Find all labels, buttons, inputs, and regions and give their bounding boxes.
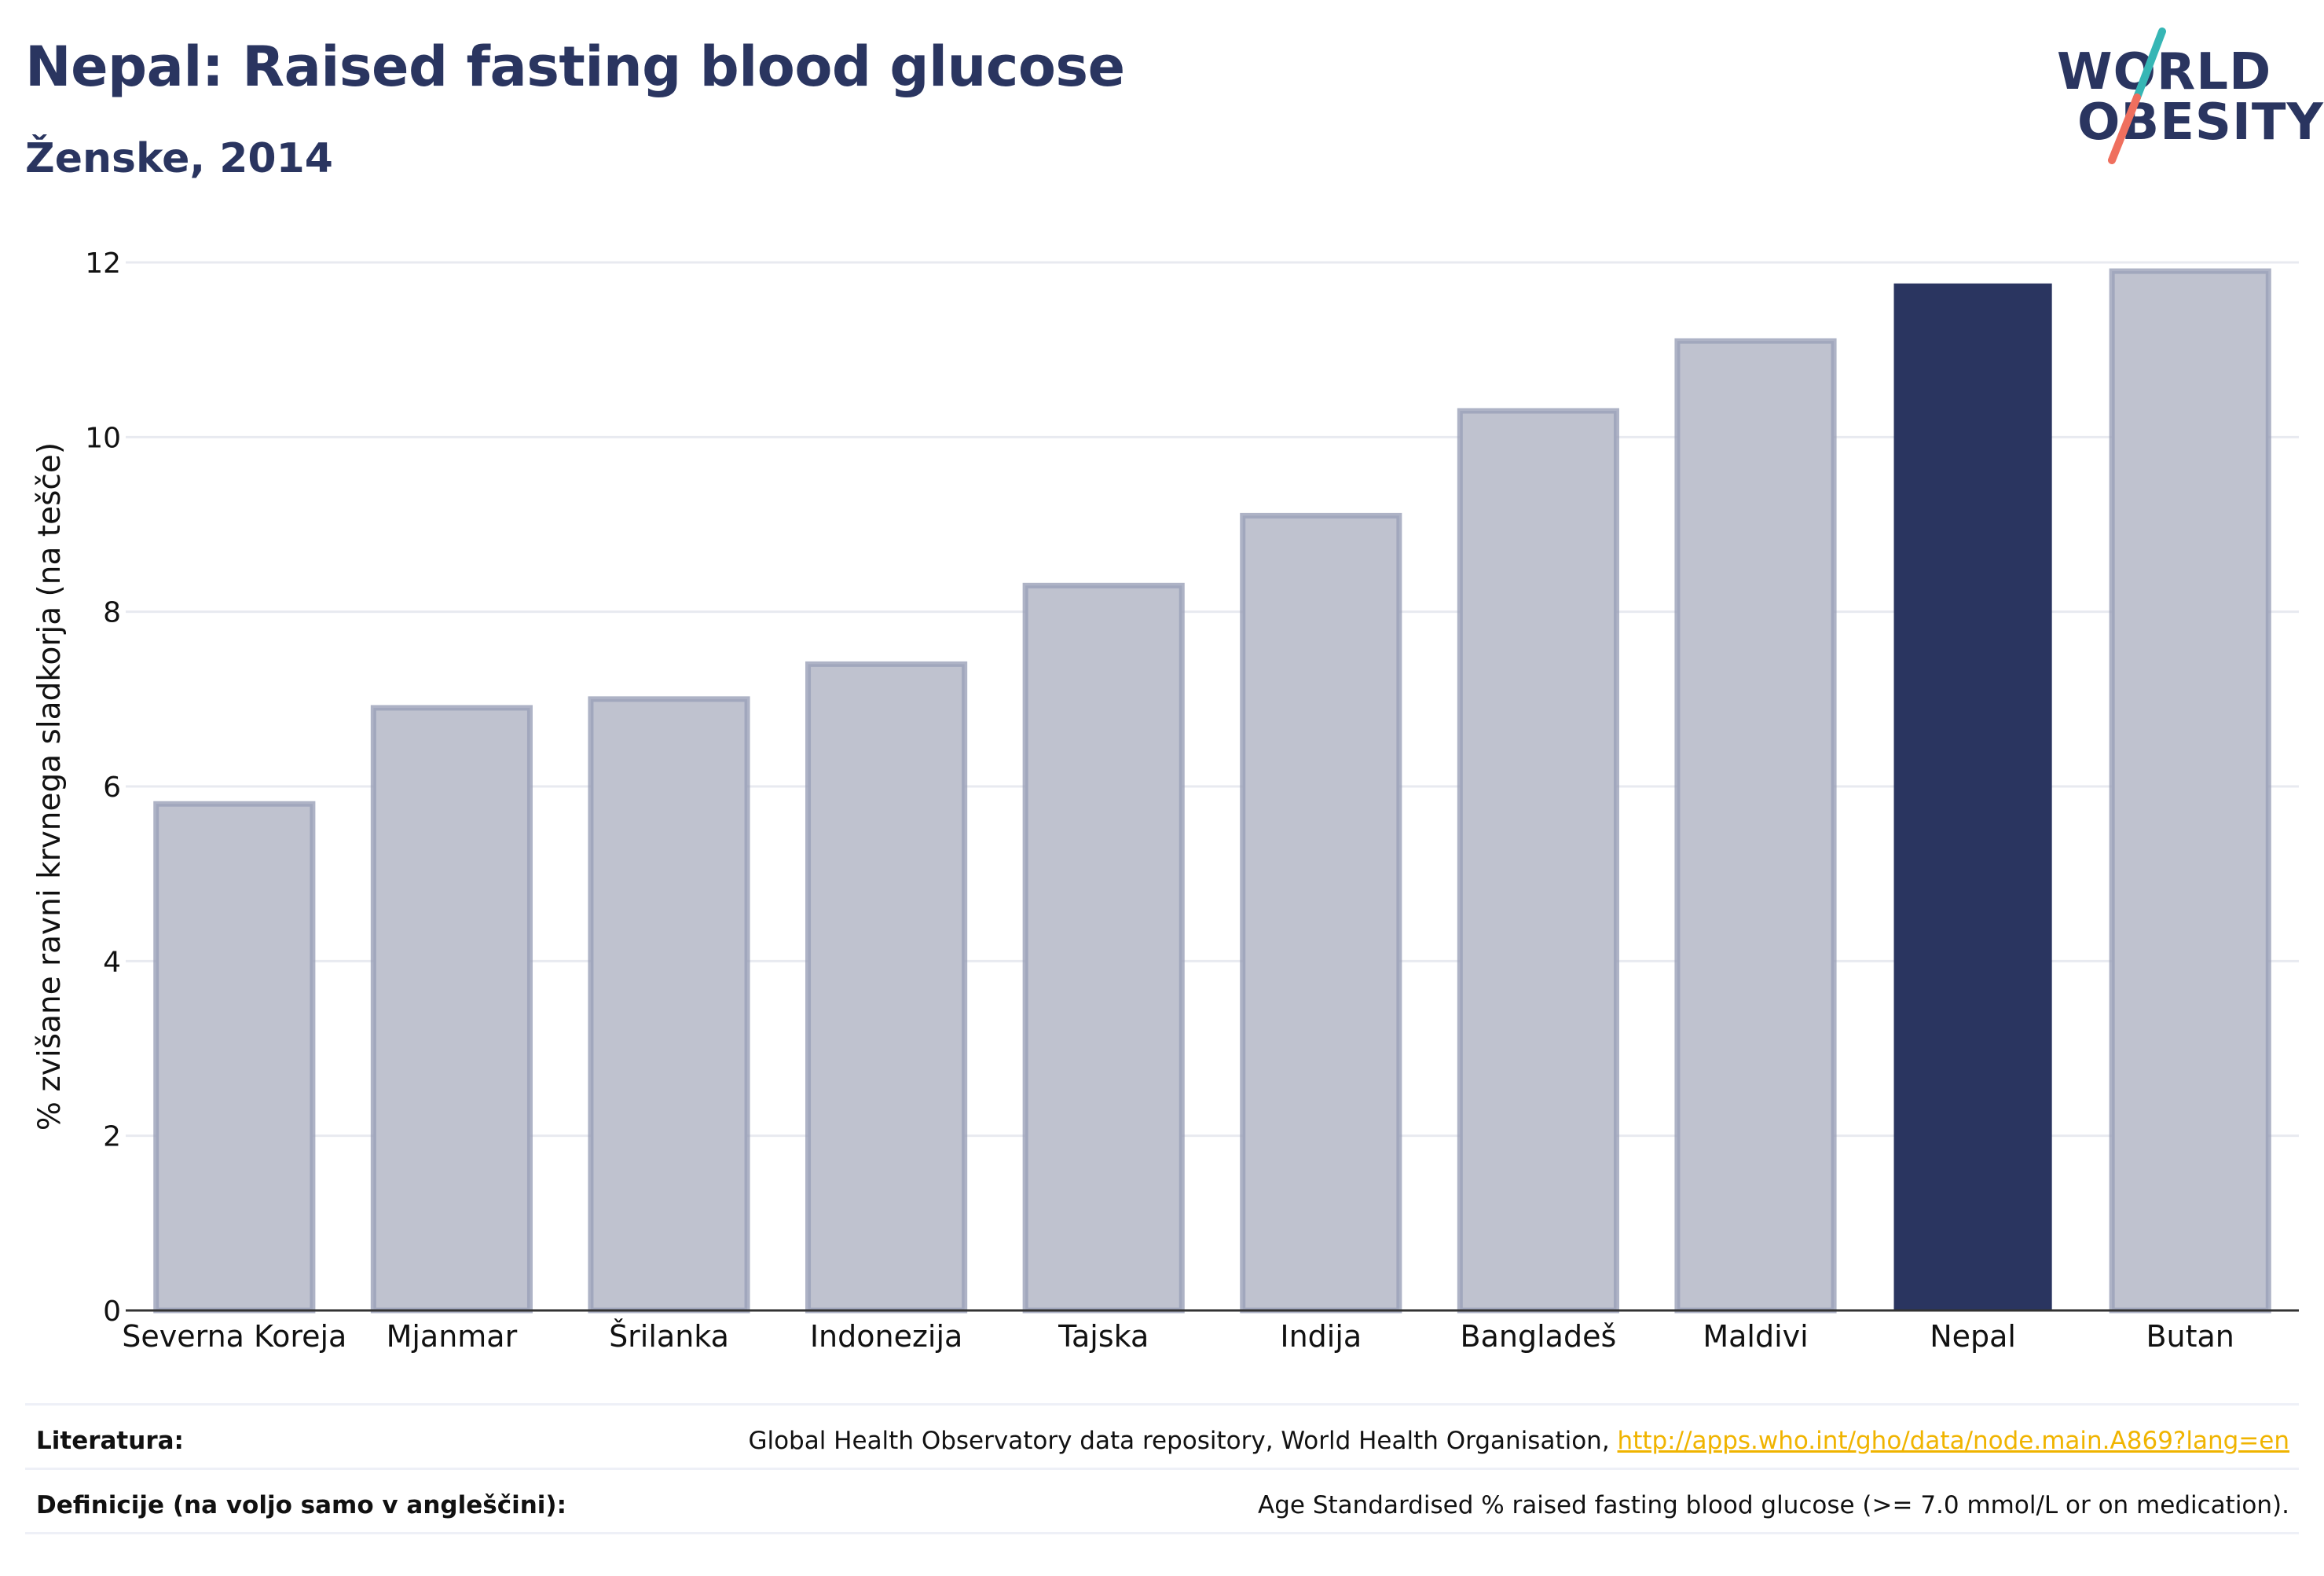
y-tick-label: 10	[85, 422, 121, 454]
x-tick-label: Indonezija	[810, 1319, 962, 1354]
bar-highlight	[1893, 283, 2052, 1312]
sources-link[interactable]: http://apps.who.int/gho/data/node.main.A…	[1617, 1427, 2289, 1455]
footer-divider	[25, 1532, 2299, 1534]
bar	[370, 705, 533, 1314]
sources-text: Global Health Observatory data repositor…	[748, 1427, 1618, 1455]
y-tick-label: 6	[103, 772, 121, 804]
x-tick-label: Mjanmar	[387, 1319, 518, 1354]
bar	[2109, 268, 2271, 1314]
bar	[1240, 512, 1402, 1314]
footer-divider	[25, 1403, 2299, 1406]
x-tick-label: Bangladeš	[1461, 1319, 1617, 1354]
x-tick-label: Maldivi	[1703, 1319, 1808, 1354]
y-tick-label: 4	[103, 946, 121, 978]
logo-text-world: WORLD	[2057, 43, 2272, 101]
x-tick-label: Severna Koreja	[122, 1319, 346, 1354]
sources-value: Global Health Observatory data repositor…	[748, 1427, 2289, 1455]
bar	[1022, 582, 1185, 1314]
definitions-label: Definicije (na voljo samo v angleščini):	[36, 1491, 566, 1519]
x-tick-label: Indija	[1280, 1319, 1362, 1354]
x-tick-label: Butan	[2146, 1319, 2234, 1354]
bar	[805, 661, 968, 1314]
x-tick-label: Šrilanka	[609, 1319, 729, 1354]
y-tick-label: 8	[103, 597, 121, 629]
sources-label: Literatura:	[36, 1427, 184, 1455]
y-tick-label: 12	[85, 247, 121, 280]
footer-divider	[25, 1468, 2299, 1470]
bar	[1457, 408, 1619, 1314]
world-obesity-logo: WORLD OBESITY	[2043, 25, 2323, 167]
bars	[153, 268, 2271, 1314]
bar	[153, 801, 316, 1314]
bar	[1674, 338, 1837, 1314]
y-tick-label: 0	[103, 1296, 121, 1328]
y-tick-label: 2	[103, 1121, 121, 1153]
bar	[588, 696, 750, 1314]
x-tick-label: Nepal	[1930, 1319, 2016, 1354]
axes: 0 2 4 6 8 10 12 Severna Koreja Mjanmar Šrilanka In…	[85, 247, 2299, 1354]
chart-subtitle: Ženske, 2014	[25, 135, 333, 182]
logo-slash-icon	[2108, 27, 2166, 164]
chart-title: Nepal: Raised fasting blood glucose	[25, 35, 1125, 99]
definitions-value: Age Standardised % raised fasting blood …	[1258, 1491, 2289, 1519]
x-tick-label: Tajska	[1058, 1319, 1149, 1354]
y-axis-label: % zvišane ravni krvnega sladkorja (na te…	[32, 442, 68, 1131]
bar-chart: 0 2 4 6 8 10 12 Severna Koreja Mjanmar Šrilanka In…	[32, 247, 2299, 1354]
